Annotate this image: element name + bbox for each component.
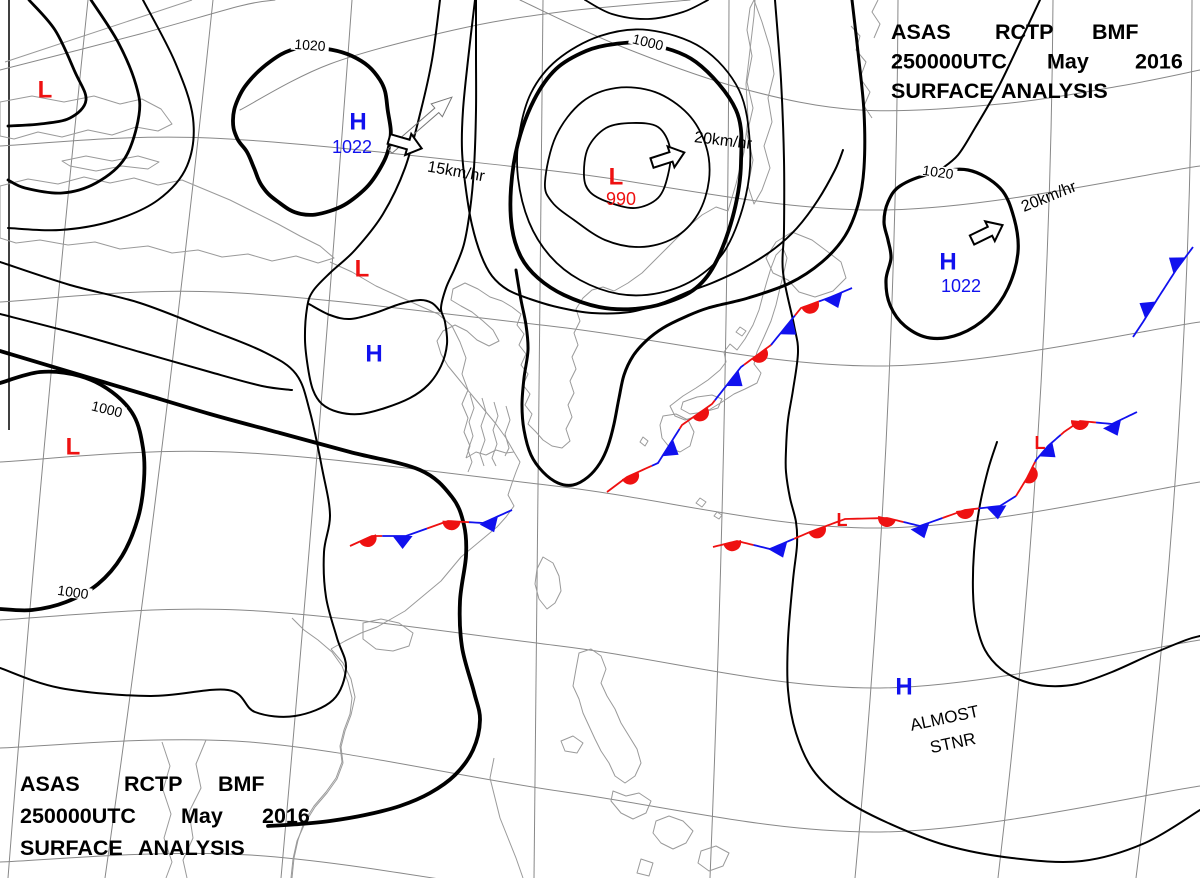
svg-text:May: May — [181, 804, 223, 828]
svg-text:250000UTC: 250000UTC — [891, 50, 1007, 74]
svg-text:ASAS: ASAS — [891, 20, 951, 44]
svg-text:L: L — [66, 434, 81, 461]
svg-text:ANALYSIS: ANALYSIS — [1001, 79, 1108, 103]
svg-text:L: L — [355, 256, 370, 283]
svg-text:RCTP: RCTP — [995, 20, 1054, 44]
svg-text:ANALYSIS: ANALYSIS — [138, 836, 245, 860]
svg-text:2016: 2016 — [262, 804, 310, 828]
svg-text:L: L — [609, 164, 624, 191]
svg-text:1000: 1000 — [90, 397, 124, 420]
svg-text:ASAS: ASAS — [20, 772, 80, 796]
svg-text:20km/hr: 20km/hr — [693, 129, 753, 153]
svg-text:1020: 1020 — [294, 36, 326, 54]
svg-text:990: 990 — [606, 189, 636, 209]
svg-text:1022: 1022 — [941, 276, 981, 296]
svg-text:May: May — [1047, 50, 1089, 74]
svg-text:L: L — [38, 77, 53, 104]
svg-text:1000: 1000 — [631, 30, 665, 53]
svg-text:SURFACE: SURFACE — [20, 836, 123, 860]
svg-text:H: H — [939, 249, 956, 276]
svg-text:H: H — [349, 109, 366, 136]
svg-text:2016: 2016 — [1135, 50, 1183, 74]
svg-text:1000: 1000 — [56, 582, 89, 602]
svg-text:SURFACE: SURFACE — [891, 79, 994, 103]
svg-text:250000UTC: 250000UTC — [20, 804, 136, 828]
svg-text:L: L — [837, 510, 848, 530]
svg-text:RCTP: RCTP — [124, 772, 183, 796]
svg-text:1022: 1022 — [332, 137, 372, 157]
svg-text:L: L — [1035, 433, 1046, 453]
svg-text:1020: 1020 — [921, 162, 954, 182]
svg-text:BMF: BMF — [218, 772, 265, 796]
svg-text:BMF: BMF — [1092, 20, 1139, 44]
svg-text:H: H — [895, 674, 912, 701]
svg-text:H: H — [365, 341, 382, 368]
